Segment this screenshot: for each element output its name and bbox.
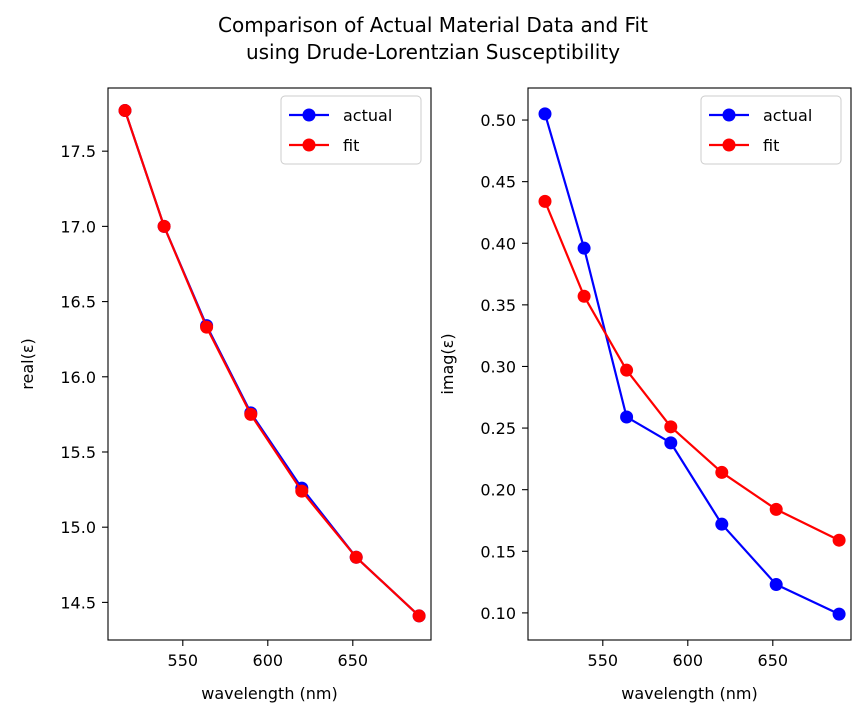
y-tick-label: 17.0 <box>60 217 96 236</box>
x-tick-label: 600 <box>673 651 704 670</box>
data-point-fit-2 <box>200 320 214 334</box>
legend-label-fit: fit <box>343 136 359 155</box>
x-tick-label: 550 <box>168 651 199 670</box>
y-tick-label: 0.25 <box>480 419 516 438</box>
y-tick-label: 0.10 <box>480 604 516 623</box>
data-point-fit-5 <box>349 550 363 564</box>
legend-label-actual: actual <box>763 106 812 125</box>
y-tick-label: 0.45 <box>480 173 516 192</box>
legend-marker-fit <box>722 138 736 152</box>
data-point-actual-3 <box>664 436 678 450</box>
y-tick-label: 0.40 <box>480 234 516 253</box>
data-point-actual-0 <box>538 107 552 121</box>
data-point-fit-1 <box>157 219 171 233</box>
data-point-fit-3 <box>664 420 678 434</box>
figure-title: Comparison of Actual Material Data and F… <box>0 12 866 66</box>
series-line-fit <box>123 110 420 617</box>
x-axis-label: wavelength (nm) <box>201 684 338 703</box>
data-point-fit-4 <box>715 465 729 479</box>
legend-marker-actual <box>302 108 316 122</box>
x-tick-label: 550 <box>588 651 619 670</box>
x-axis-label: wavelength (nm) <box>621 684 758 703</box>
y-axis-label: imag(ε) <box>438 333 457 394</box>
data-point-fit-1 <box>577 289 591 303</box>
y-tick-label: 0.35 <box>480 296 516 315</box>
y-tick-label: 17.5 <box>60 142 96 161</box>
figure-title-line-1: Comparison of Actual Material Data and F… <box>218 13 648 37</box>
data-point-fit-6 <box>412 609 426 623</box>
legend-box <box>280 95 422 165</box>
data-point-fit-0 <box>118 104 132 118</box>
y-tick-label: 15.5 <box>60 443 96 462</box>
data-point-actual-5 <box>769 578 783 592</box>
data-point-actual-4 <box>715 517 729 531</box>
y-tick-label: 0.15 <box>480 542 516 561</box>
legend-box <box>700 95 842 165</box>
y-tick-label: 14.5 <box>60 593 96 612</box>
legend-marker-actual <box>722 108 736 122</box>
y-tick-label: 16.5 <box>60 293 96 312</box>
y-tick-label: 15.0 <box>60 518 96 537</box>
data-point-fit-2 <box>620 363 634 377</box>
y-axis-label: real(ε) <box>18 338 37 389</box>
data-point-fit-6 <box>832 533 846 547</box>
series-line-actual <box>123 110 420 617</box>
y-tick-label: 16.0 <box>60 368 96 387</box>
x-tick-label: 650 <box>758 651 789 670</box>
data-point-fit-4 <box>295 484 309 498</box>
figure-title-line-2: using Drude-Lorentzian Susceptibility <box>245 40 621 64</box>
y-tick-label: 0.20 <box>480 481 516 500</box>
plot-frame <box>107 87 432 641</box>
series-line-actual <box>543 113 840 616</box>
y-tick-label: 0.50 <box>480 111 516 130</box>
legend-marker-fit <box>302 138 316 152</box>
legend-label-fit: fit <box>763 136 779 155</box>
legend-label-actual: actual <box>343 106 392 125</box>
data-point-actual-1 <box>577 241 591 255</box>
data-point-fit-0 <box>538 194 552 208</box>
y-tick-label: 0.30 <box>480 357 516 376</box>
data-point-fit-5 <box>769 502 783 516</box>
data-point-actual-6 <box>832 607 846 621</box>
subplot-imag: 550 600 650 0.10 0.15 0.20 0.25 0.30 0.35 0.40 0.4… <box>438 87 852 703</box>
data-point-fit-3 <box>244 407 258 421</box>
data-point-actual-2 <box>620 410 634 424</box>
x-tick-label: 650 <box>338 651 369 670</box>
plot-frame <box>527 87 852 641</box>
x-tick-label: 600 <box>253 651 284 670</box>
subplot-real: 550 600 650 14.5 15.0 15.5 16.0 16.5 17.0 17.5 wav… <box>18 87 432 703</box>
